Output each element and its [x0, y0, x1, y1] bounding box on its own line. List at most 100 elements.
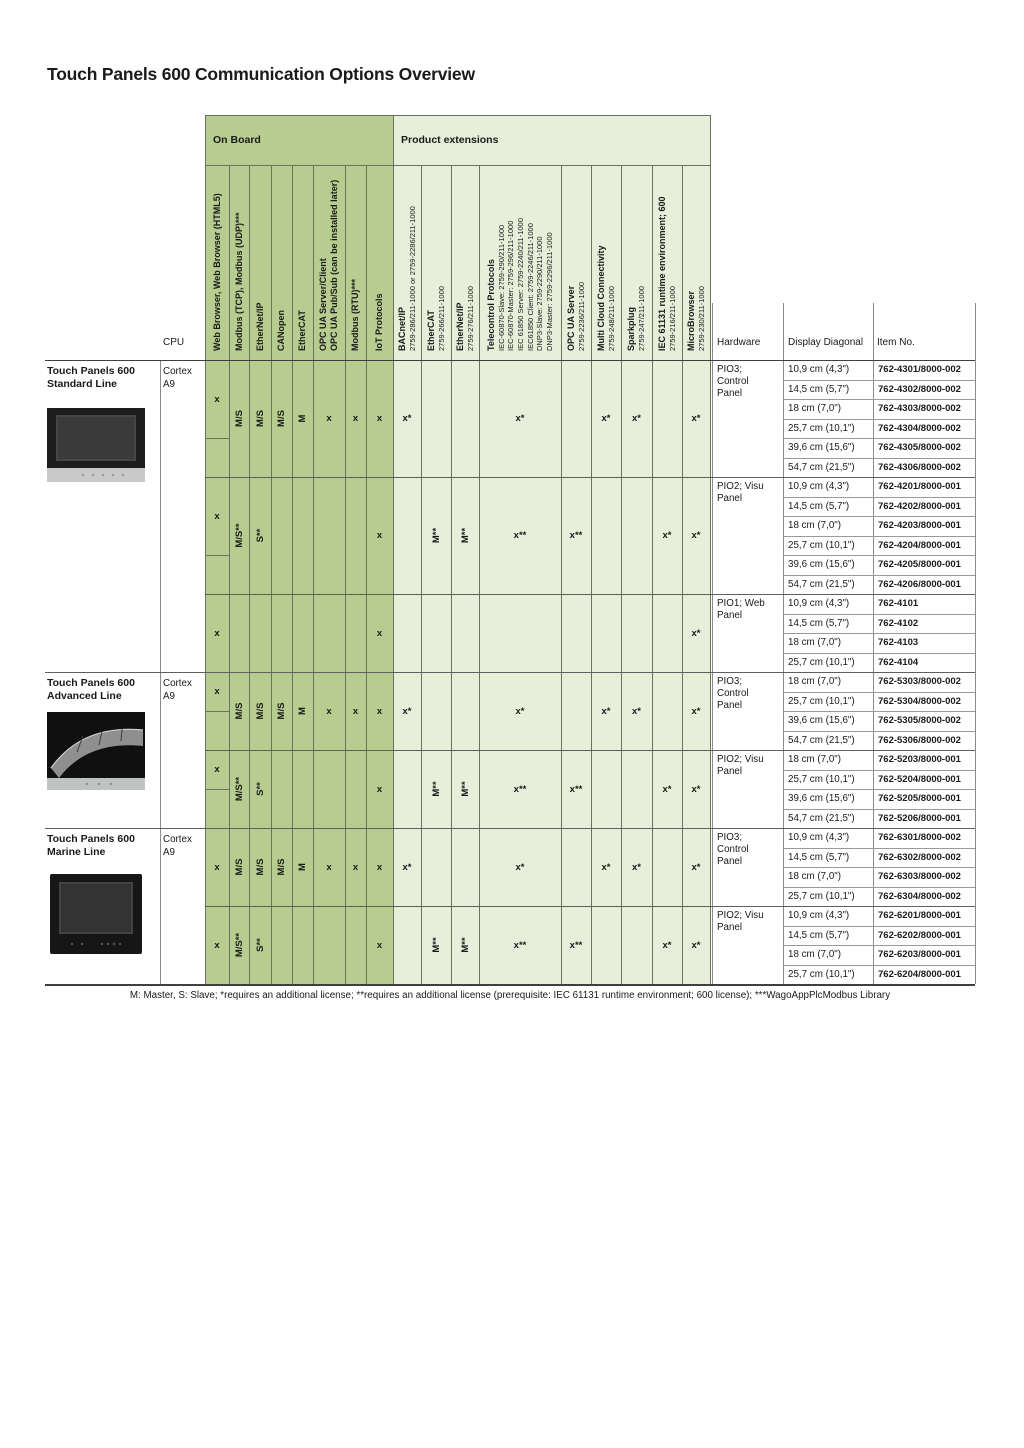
- marine-line-product-image: [50, 874, 142, 959]
- item-no-cell: 762-4104: [878, 656, 919, 668]
- grid-line: [345, 165, 346, 984]
- grid-line: [783, 867, 975, 868]
- grid-line: [783, 574, 975, 576]
- matrix-value-cell: x*: [691, 413, 701, 424]
- grid-line: [45, 672, 975, 673]
- display-diagonal-cell: 14,5 cm (5,7"): [788, 929, 850, 941]
- matrix-value-cell: M: [297, 707, 308, 715]
- hardware-cell: PIO1; Web Panel: [717, 598, 765, 621]
- matrix-value-cell: M/S: [254, 702, 266, 720]
- grid-line: [783, 730, 975, 732]
- display-diagonal-cell: 39,6 cm (15,6"): [788, 442, 855, 454]
- footnote: M: Master, S: Slave; *requires an additi…: [129, 990, 891, 1001]
- matrix-value-cell: M: [297, 414, 308, 423]
- grid-line: [205, 477, 975, 478]
- grid-line: [205, 906, 975, 907]
- grid-line: [783, 945, 975, 946]
- matrix-value-cell: M/S: [233, 702, 245, 720]
- grid-line: [45, 828, 975, 829]
- product-line-name: Touch Panels 600 Marine Line: [47, 833, 135, 858]
- matrix-value-cell: M**: [430, 781, 442, 797]
- item-no-cell: 762-4201/8000-001: [878, 481, 961, 493]
- matrix-value-cell: x*: [632, 861, 641, 873]
- matrix-value-cell: x: [352, 705, 359, 717]
- item-no-cell: 762-4101: [878, 598, 919, 610]
- matrix-value-cell: x*: [632, 705, 641, 717]
- grid-line: [591, 165, 592, 984]
- grid-line: [783, 652, 975, 654]
- extension-column-header: Multi Cloud Connectivity 2759-248/211-100…: [595, 245, 616, 352]
- matrix-value-cell: x*: [402, 413, 412, 424]
- item-no-cell: 762-6301/8000-002: [878, 832, 961, 844]
- item-no-cell: 762-4204/8000-001: [878, 539, 961, 551]
- grid-line: [783, 399, 975, 400]
- cpu-value: Cortex A9: [163, 834, 192, 858]
- display-diagonal-cell: 25,7 cm (10,1"): [788, 656, 855, 668]
- group-header-product-extensions: Product extensions: [401, 134, 499, 146]
- grid-line: [783, 418, 975, 420]
- display-diagonal-cell: 10,9 cm (4,3"): [788, 832, 850, 844]
- display-diagonal-cell: 14,5 cm (5,7"): [788, 500, 850, 512]
- grid-line: [45, 984, 975, 986]
- grid-line: [205, 115, 206, 984]
- item-no-cell: 762-4206/8000-001: [878, 578, 961, 590]
- product-line-name: Touch Panels 600 Advanced Line: [47, 677, 135, 702]
- matrix-value-cell: x*: [662, 783, 672, 795]
- standard-line-product-image: [47, 408, 145, 487]
- hardware-cell: PIO2; Visu Panel: [717, 910, 764, 933]
- display-diagonal-cell: 39,6 cm (15,6"): [788, 559, 855, 571]
- matrix-value-cell: x*: [691, 627, 701, 639]
- grid-line: [229, 165, 230, 984]
- matrix-value-cell: S**: [254, 528, 266, 543]
- display-diagonal-cell: 18 cm (7,0"): [788, 403, 842, 415]
- item-no-cell: 762-6201/8000-001: [878, 910, 961, 922]
- matrix-value-cell: M/S: [276, 410, 287, 427]
- hardware-cell: PIO3; Control Panel: [717, 676, 749, 711]
- matrix-value-cell: M/S: [276, 858, 287, 876]
- grid-line: [561, 165, 562, 984]
- matrix-value-cell: x: [376, 705, 383, 717]
- grid-line: [975, 303, 976, 984]
- display-diagonal-cell: 25,7 cm (10,1"): [788, 422, 855, 434]
- grid-line: [783, 496, 975, 498]
- display-diagonal-cell: 10,9 cm (4,3"): [788, 910, 850, 922]
- item-no-cell: 762-4202/8000-001: [878, 500, 961, 512]
- matrix-value-cell: x*: [691, 939, 701, 951]
- matrix-value-cell: x*: [601, 705, 611, 717]
- display-diagonal-cell: 10,9 cm (4,3"): [788, 364, 850, 376]
- matrix-value-cell: x*: [691, 705, 701, 717]
- hardware-cell: PIO3; Control Panel: [717, 832, 749, 867]
- matrix-value-cell: x*: [601, 413, 611, 424]
- display-diagonal-cell: 54,7 cm (21,5"): [788, 734, 855, 746]
- extension-column-header: EtherCAT 2759-266/211-1000: [425, 286, 446, 351]
- display-diagonal-cell: 54,7 cm (21,5"): [788, 578, 855, 590]
- display-diagonal-cell: 25,7 cm (10,1"): [788, 539, 855, 551]
- grid-line: [783, 925, 975, 927]
- matrix-value-cell: x*: [662, 939, 672, 951]
- grid-line: [710, 115, 711, 984]
- grid-line: [313, 165, 314, 984]
- display-diagonal-cell: 18 cm (7,0"): [788, 676, 842, 688]
- matrix-value-cell: x: [326, 413, 332, 424]
- matrix-value-cell: M**: [459, 527, 471, 544]
- matrix-value-cell: x: [214, 764, 220, 775]
- grid-line: [205, 789, 229, 790]
- extension-column-header: Telecontrol Protocols IEC-60870-Slave: 27…: [485, 218, 554, 351]
- display-diagonal-column-header: Display Diagonal: [788, 337, 864, 348]
- item-no-cell: 762-6204/8000-001: [878, 968, 961, 980]
- matrix-value-cell: x*: [632, 413, 641, 424]
- grid-line: [249, 165, 250, 984]
- display-diagonal-cell: 39,6 cm (15,6"): [788, 715, 855, 727]
- display-diagonal-cell: 14,5 cm (5,7"): [788, 617, 850, 629]
- matrix-value-cell: x*: [601, 861, 611, 873]
- onboard-column-header: EtherNet/IP: [254, 302, 265, 351]
- matrix-value-cell: x*: [402, 705, 412, 717]
- item-no-cell: 762-5205/8000-001: [878, 793, 961, 805]
- display-diagonal-cell: 10,9 cm (4,3"): [788, 598, 850, 610]
- grid-line: [783, 711, 975, 712]
- item-no-cell: 762-4304/8000-002: [878, 422, 961, 434]
- grid-line: [783, 964, 975, 966]
- grid-line: [45, 360, 975, 361]
- onboard-column-header: OPC UA Server/Client OPC UA Pub/Sub (can …: [318, 179, 339, 351]
- matrix-value-cell: x: [214, 861, 220, 873]
